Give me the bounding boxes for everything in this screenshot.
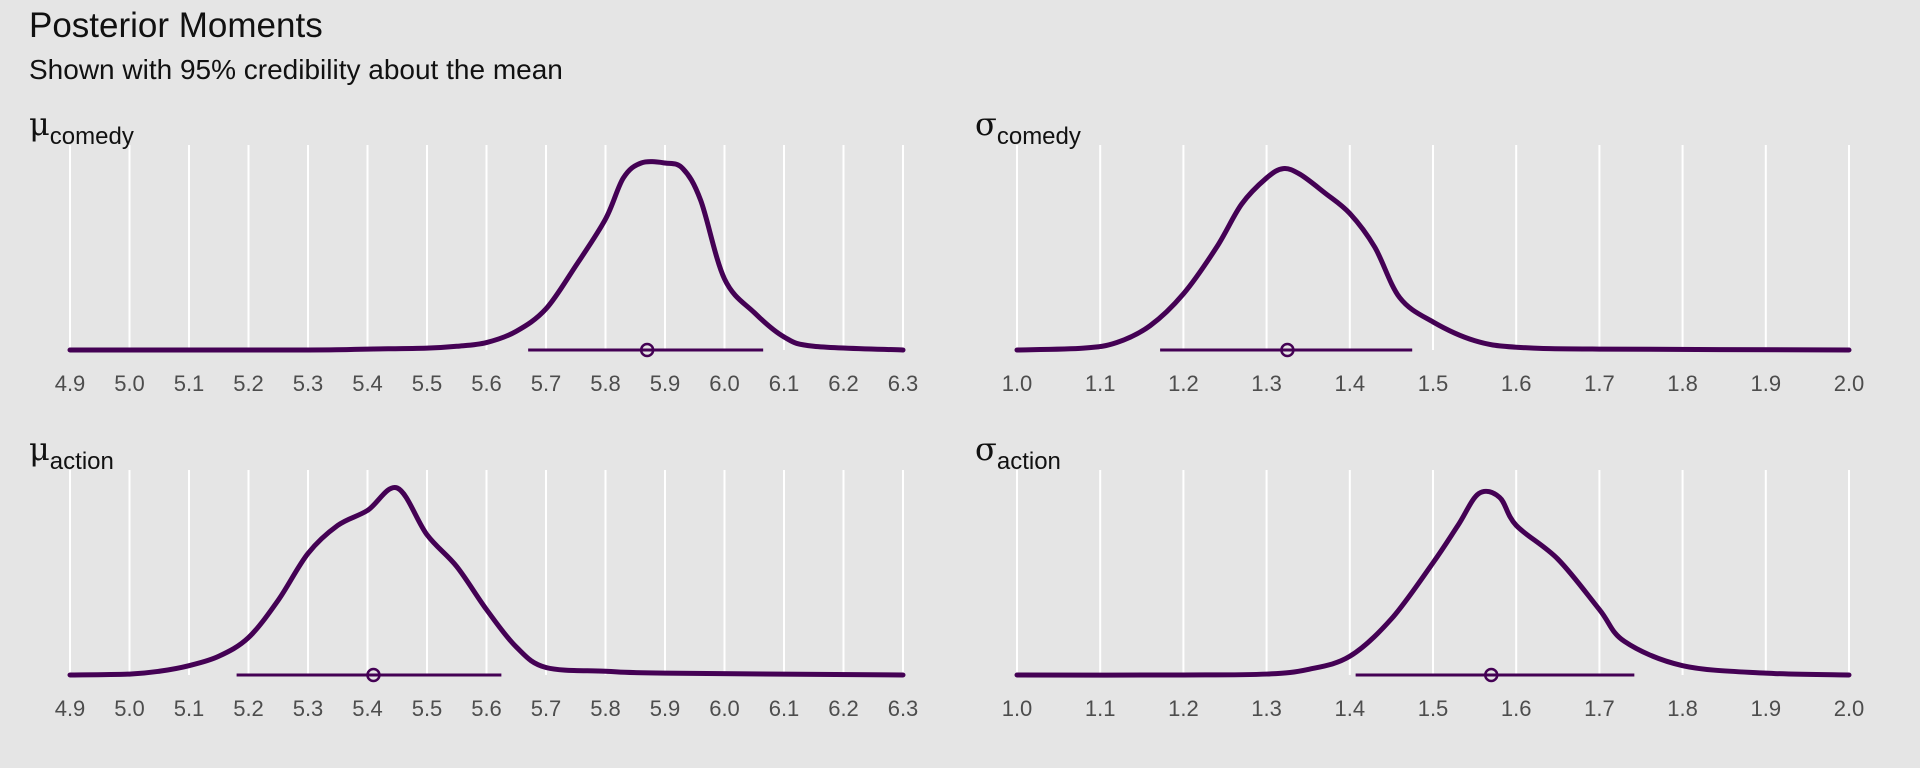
tick-label: 1.3 <box>1251 371 1282 396</box>
panel-title: μaction <box>29 430 114 476</box>
tick-label: 1.1 <box>1085 371 1116 396</box>
tick-label: 6.1 <box>769 371 800 396</box>
mean-point <box>366 667 381 683</box>
tick-label: 1.9 <box>1751 696 1782 721</box>
tick-label: 5.9 <box>650 696 681 721</box>
tick-label: 4.9 <box>55 696 86 721</box>
panel-title: σaction <box>975 430 1061 476</box>
tick-label: 1.0 <box>1002 696 1033 721</box>
density-plot: 4.9 5.0 5.1 5.2 5.3 5.4 5.5 5.6 5.7 5.8 5.9 6.0 6.1 6… <box>55 145 919 396</box>
density-curve <box>67 159 906 353</box>
panel-title: σcomedy <box>975 105 1081 151</box>
tick-label: 5.4 <box>352 371 383 396</box>
tick-label: 1.4 <box>1335 371 1366 396</box>
chart-title: Posterior Moments <box>29 6 323 45</box>
panel-title: μcomedy <box>29 105 134 151</box>
tick-label: 2.0 <box>1834 371 1865 396</box>
tick-label: 6.0 <box>709 696 740 721</box>
tick-label: 1.0 <box>1002 371 1033 396</box>
tick-label: 5.6 <box>471 696 502 721</box>
tick-label: 6.0 <box>709 371 740 396</box>
tick-label: 1.2 <box>1168 696 1199 721</box>
mean-point <box>1280 342 1295 358</box>
tick-label: 6.3 <box>888 371 919 396</box>
tick-label: 5.5 <box>412 696 443 721</box>
tick-label: 5.1 <box>174 696 205 721</box>
tick-label: 5.5 <box>412 371 443 396</box>
panel-sigma-comedy: σcomedy 1.0 1.1 1.2 1.3 1.4 1.5 1.6 1.7 1.8 1.9 2.… <box>975 105 1920 425</box>
panel-subscript: action <box>996 448 1061 475</box>
tick-label: 5.9 <box>650 371 681 396</box>
density-plot: 4.9 5.0 5.1 5.2 5.3 5.4 5.5 5.6 5.7 5.8 5.9 6.0 6.1 6… <box>55 470 919 721</box>
mean-point <box>1483 667 1499 683</box>
tick-label: 1.7 <box>1584 371 1615 396</box>
density-plot: 1.0 1.1 1.2 1.3 1.4 1.5 1.6 1.7 1.8 1.9 2.0 <box>1002 145 1865 396</box>
tick-label: 5.7 <box>531 371 562 396</box>
tick-label: 5.7 <box>531 696 562 721</box>
tick-label: 5.3 <box>293 371 324 396</box>
panel-sigma-action: σaction 1.0 1.1 1.2 1.3 1.4 1.5 1.6 1.7 1.8 1.9 2.… <box>975 430 1920 750</box>
tick-label: 1.6 <box>1501 371 1532 396</box>
tick-label: 1.8 <box>1667 696 1698 721</box>
panel-subscript: action <box>49 448 114 475</box>
tick-label: 1.2 <box>1168 371 1199 396</box>
density-plot: 1.0 1.1 1.2 1.3 1.4 1.5 1.6 1.7 1.8 1.9 2.0 <box>1002 470 1865 721</box>
tick-label: 6.2 <box>828 696 859 721</box>
tick-label: 1.9 <box>1751 371 1782 396</box>
density-curve <box>67 485 906 678</box>
panel-symbol: μ <box>29 430 50 468</box>
tick-label: 1.6 <box>1501 696 1532 721</box>
tick-label: 5.0 <box>114 371 145 396</box>
tick-label: 5.4 <box>352 696 383 721</box>
mean-point <box>639 342 655 358</box>
tick-label: 5.2 <box>233 371 264 396</box>
tick-label: 1.5 <box>1418 696 1449 721</box>
panel-subscript: comedy <box>49 123 134 150</box>
panel-mu-action: μaction 4.9 5.0 5.1 5.2 5.3 5.4 5.5 5.6 5.7 5.8 5.… <box>29 430 979 750</box>
tick-label: 4.9 <box>55 371 86 396</box>
tick-label: 2.0 <box>1834 696 1865 721</box>
panel-symbol: σ <box>975 430 997 468</box>
tick-label: 5.3 <box>293 696 324 721</box>
density-curve <box>1014 166 1852 353</box>
chart-subtitle: Shown with 95% credibility about the mea… <box>29 54 563 85</box>
density-curve <box>1014 488 1852 678</box>
tick-label: 1.7 <box>1584 696 1615 721</box>
panel-mu-comedy: μcomedy 4.9 5.0 5.1 5.2 5.3 5.4 5.5 5.6 5.7 5.8 5.… <box>29 105 979 425</box>
tick-label: 1.8 <box>1667 371 1698 396</box>
tick-label: 6.2 <box>828 371 859 396</box>
tick-label: 6.3 <box>888 696 919 721</box>
tick-label: 1.4 <box>1335 696 1366 721</box>
tick-label: 1.3 <box>1251 696 1282 721</box>
tick-label: 5.8 <box>590 696 621 721</box>
tick-label: 5.1 <box>174 371 205 396</box>
panel-subscript: comedy <box>996 123 1081 150</box>
tick-label: 5.0 <box>114 696 145 721</box>
tick-label: 6.1 <box>769 696 800 721</box>
tick-label: 5.6 <box>471 371 502 396</box>
tick-label: 5.2 <box>233 696 264 721</box>
panel-symbol: σ <box>975 105 997 143</box>
tick-label: 5.8 <box>590 371 621 396</box>
panel-symbol: μ <box>29 105 50 143</box>
tick-label: 1.1 <box>1085 696 1116 721</box>
tick-label: 1.5 <box>1418 371 1449 396</box>
